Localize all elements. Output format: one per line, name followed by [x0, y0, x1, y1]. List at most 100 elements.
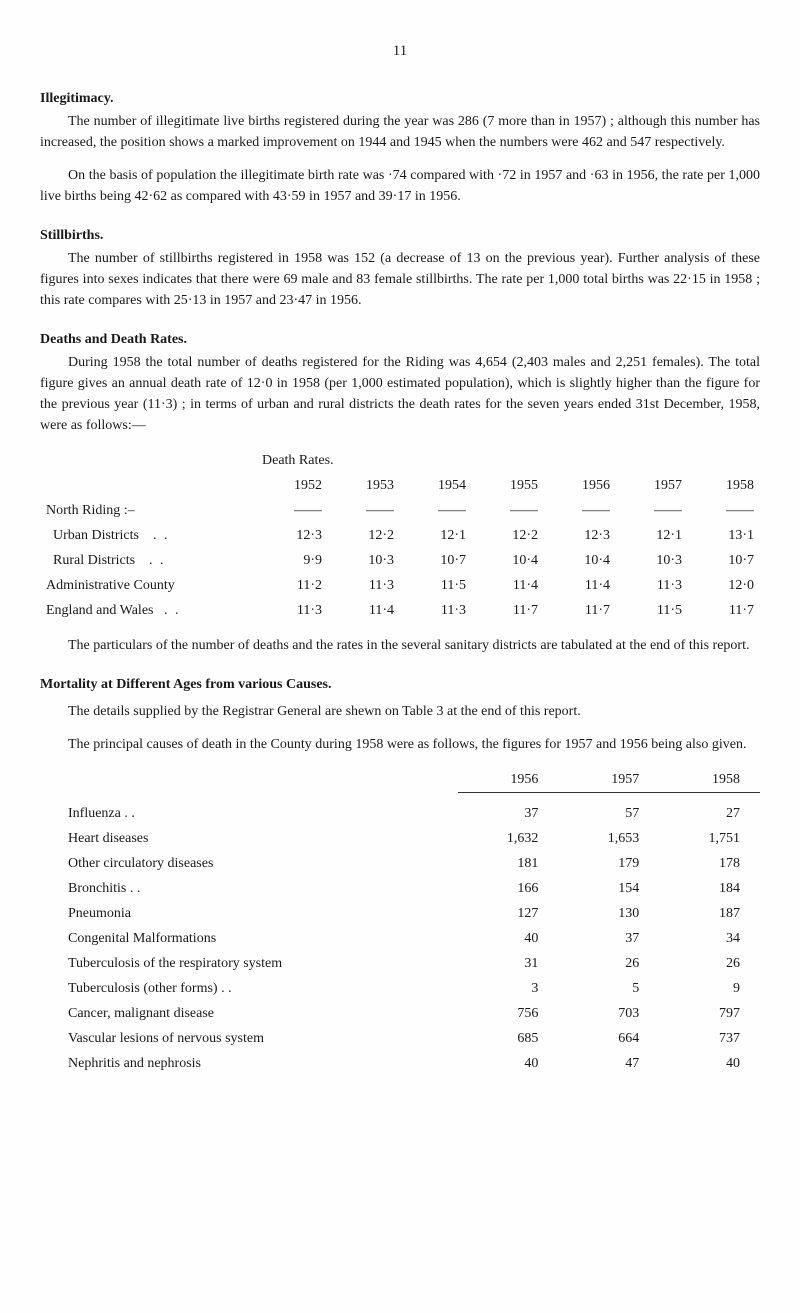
- cell: 187: [659, 901, 760, 926]
- cell: 11·4: [328, 598, 400, 623]
- row-label: Urban Districts: [53, 528, 139, 543]
- cell: 10·7: [688, 548, 760, 573]
- table-row: Congenital Malformations 40 37 34: [40, 926, 760, 951]
- table-row: Cancer, malignant disease 756 703 797: [40, 1001, 760, 1026]
- year-1955: 1955: [472, 473, 544, 498]
- cell: 178: [659, 851, 760, 876]
- cell: 11·7: [544, 598, 616, 623]
- table-row: Heart diseases 1,632 1,653 1,751: [40, 826, 760, 851]
- row-label: Nephritis and nephrosis: [40, 1051, 458, 1076]
- deaths-p1: During 1958 the total number of deaths r…: [40, 352, 760, 436]
- cell: 57: [558, 801, 659, 826]
- cell: 166: [458, 876, 559, 901]
- cell: 10·7: [400, 548, 472, 573]
- cell: 12·2: [328, 523, 400, 548]
- cell: 3: [458, 976, 559, 1001]
- cell: 40: [458, 1051, 559, 1076]
- table-row: Bronchitis . . 166 154 184: [40, 876, 760, 901]
- cell: 1,632: [458, 826, 559, 851]
- stillbirths-title: Stillbirths.: [40, 225, 760, 246]
- cell: 9: [659, 976, 760, 1001]
- cell: 40: [659, 1051, 760, 1076]
- year-1958: 1958: [688, 473, 760, 498]
- table-row: Influenza . . 37 57 27: [40, 801, 760, 826]
- table-row: Urban Districts . . 12·3 12·2 12·1 12·2 …: [40, 523, 760, 548]
- cell: 9·9: [256, 548, 328, 573]
- row-label: Vascular lesions of nervous system: [40, 1026, 458, 1051]
- cell: 37: [558, 926, 659, 951]
- cell: 37: [458, 801, 559, 826]
- year-1954: 1954: [400, 473, 472, 498]
- cell: 31: [458, 951, 559, 976]
- causes-year-1957: 1957: [558, 767, 659, 793]
- deaths-p2: The particulars of the number of deaths …: [40, 635, 760, 656]
- cell: 12·1: [400, 523, 472, 548]
- mortality-title: Mortality at Different Ages from various…: [40, 674, 760, 695]
- row-label: Pneumonia: [40, 901, 458, 926]
- table-row: Rural Districts . . 9·9 10·3 10·7 10·4 1…: [40, 548, 760, 573]
- year-1956: 1956: [544, 473, 616, 498]
- stillbirths-p1: The number of stillbirths registered in …: [40, 248, 760, 311]
- cell: 13·1: [688, 523, 760, 548]
- north-riding-label: North Riding :–: [40, 498, 256, 523]
- cell: 11·7: [472, 598, 544, 623]
- cell: 26: [558, 951, 659, 976]
- cell: 685: [458, 1026, 559, 1051]
- causes-year-1956: 1956: [458, 767, 559, 793]
- illegitimacy-title: Illegitimacy.: [40, 88, 760, 109]
- cell: 47: [558, 1051, 659, 1076]
- table-row: Nephritis and nephrosis 40 47 40: [40, 1051, 760, 1076]
- cell: 11·5: [400, 573, 472, 598]
- causes-year-1958: 1958: [659, 767, 760, 793]
- cell: 154: [558, 876, 659, 901]
- cell: 664: [558, 1026, 659, 1051]
- cell: 10·4: [472, 548, 544, 573]
- cell: 1,653: [558, 826, 659, 851]
- cell: 12·3: [256, 523, 328, 548]
- page-number: 11: [40, 40, 760, 63]
- row-label: Tuberculosis (other forms) . .: [40, 976, 458, 1001]
- cell: 737: [659, 1026, 760, 1051]
- cell: 130: [558, 901, 659, 926]
- cell: 11·3: [616, 573, 688, 598]
- cell: 12·3: [544, 523, 616, 548]
- cell: 756: [458, 1001, 559, 1026]
- row-label: Rural Districts: [53, 553, 135, 568]
- cell: 27: [659, 801, 760, 826]
- illegitimacy-p1: The number of illegitimate live births r…: [40, 111, 760, 153]
- cell: 34: [659, 926, 760, 951]
- table-row: England and Wales . . 11·3 11·4 11·3 11·…: [40, 598, 760, 623]
- death-rates-header-label: Death Rates.: [256, 448, 760, 473]
- cell: 11·5: [616, 598, 688, 623]
- death-rates-year-row: 1952 1953 1954 1955 1956 1957 1958: [40, 473, 760, 498]
- row-label: Tuberculosis of the respiratory system: [40, 951, 458, 976]
- row-dots: . .: [153, 528, 170, 543]
- causes-year-row: 1956 1957 1958: [40, 767, 760, 793]
- year-1953: 1953: [328, 473, 400, 498]
- row-label: England and Wales: [46, 603, 153, 618]
- row-dots: . .: [164, 603, 181, 618]
- cell: 703: [558, 1001, 659, 1026]
- cell: 10·3: [616, 548, 688, 573]
- cell: 797: [659, 1001, 760, 1026]
- table-row: Tuberculosis of the respiratory system 3…: [40, 951, 760, 976]
- row-label: Congenital Malformations: [40, 926, 458, 951]
- cell: 26: [659, 951, 760, 976]
- year-1952: 1952: [256, 473, 328, 498]
- row-label: Other circulatory diseases: [40, 851, 458, 876]
- causes-table: 1956 1957 1958 Influenza . . 37 57 27 He…: [40, 767, 760, 1076]
- table-row: Pneumonia 127 130 187: [40, 901, 760, 926]
- cell: 127: [458, 901, 559, 926]
- north-riding-row: North Riding :– ——————————————: [40, 498, 760, 523]
- mortality-p1: The details supplied by the Registrar Ge…: [40, 701, 760, 722]
- row-label: Administrative County: [46, 578, 175, 593]
- cell: 5: [558, 976, 659, 1001]
- year-1957: 1957: [616, 473, 688, 498]
- cell: 179: [558, 851, 659, 876]
- row-label: Cancer, malignant disease: [40, 1001, 458, 1026]
- cell: 10·4: [544, 548, 616, 573]
- cell: 184: [659, 876, 760, 901]
- death-rates-table: Death Rates. 1952 1953 1954 1955 1956 19…: [40, 448, 760, 623]
- cell: 11·4: [472, 573, 544, 598]
- row-label: Heart diseases: [40, 826, 458, 851]
